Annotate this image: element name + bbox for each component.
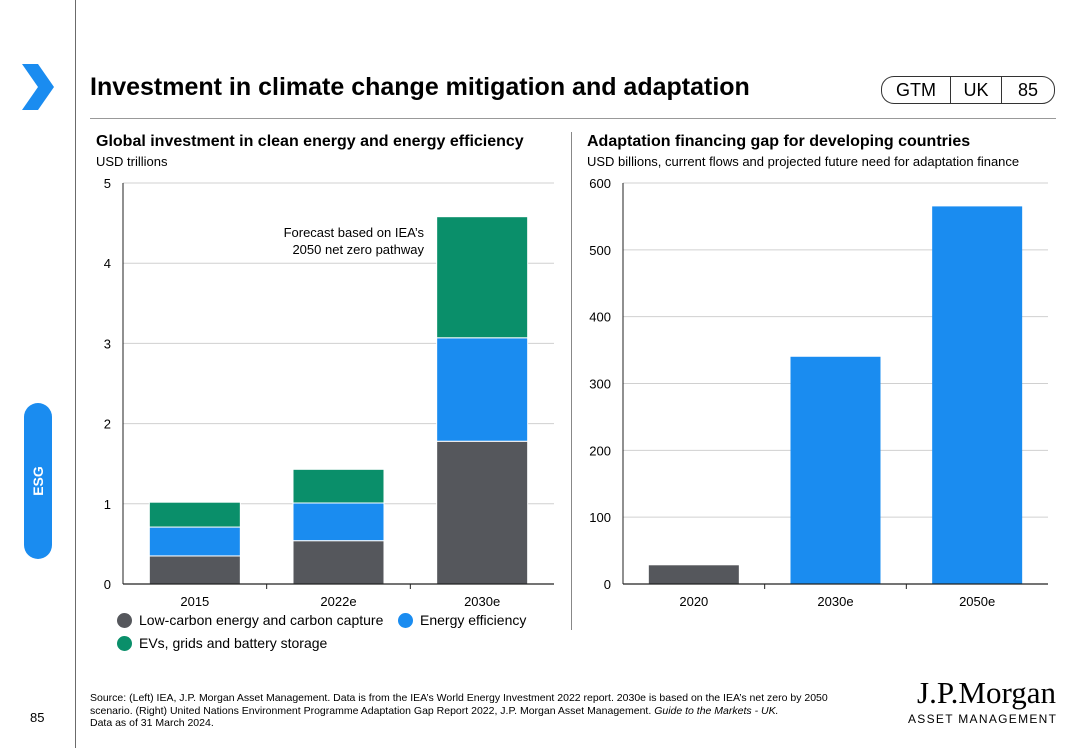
left-chart-subtitle: USD trillions	[96, 154, 168, 169]
page-title: Investment in climate change mitigation …	[90, 73, 750, 101]
header-rule	[90, 118, 1056, 119]
legend-swatch-low-carbon	[117, 612, 132, 628]
legend-item-low-carbon: Low-carbon energy and carbon capture	[117, 612, 383, 628]
left-bar-segment	[436, 216, 529, 339]
right-y-tick-label: 500	[589, 243, 611, 258]
left-y-tick-label: 3	[104, 336, 111, 351]
right-chart-subtitle: USD billions, current flows and projecte…	[587, 154, 1020, 169]
source-line-1: Source: (Left) IEA, J.P. Morgan Asset Ma…	[90, 692, 828, 704]
badge-page: 85	[1001, 77, 1054, 103]
legend-label-energy-efficiency: Energy efficiency	[420, 612, 527, 628]
source-note: Source: (Left) IEA, J.P. Morgan Asset Ma…	[90, 692, 890, 730]
legend-item-evs: EVs, grids and battery storage	[117, 635, 327, 651]
source-line-2-italic: Guide to the Markets - UK.	[654, 704, 779, 717]
right-y-tick-label: 600	[589, 176, 611, 191]
left-y-tick-label: 4	[104, 256, 111, 271]
right-chart-title: Adaptation financing gap for developing …	[587, 133, 971, 150]
left-y-tick-label: 0	[104, 577, 111, 592]
source-line-2-text: scenario. (Right) United Nations Environ…	[90, 704, 655, 717]
right-bar	[648, 565, 739, 584]
left-y-tick-label: 1	[104, 497, 111, 512]
left-bar-segment	[292, 540, 385, 585]
source-line-2: scenario. (Right) United Nations Environ…	[90, 705, 890, 718]
page-number: 85	[30, 710, 45, 725]
left-x-tick-label: 2030e	[464, 594, 500, 609]
left-bar-segment	[148, 555, 241, 585]
right-x-tick-label: 2020	[679, 594, 708, 609]
left-x-tick-label: 2015	[180, 594, 209, 609]
source-line-3: Data as of 31 March 2024.	[90, 717, 214, 729]
section-tab-esg[interactable]: ESG	[24, 403, 52, 559]
badge-region: UK	[950, 77, 1001, 103]
right-y-tick-label: 400	[589, 310, 611, 325]
left-bar-segment	[292, 502, 385, 542]
legend-label-low-carbon: Low-carbon energy and carbon capture	[139, 612, 384, 628]
logo-subline: ASSET MANAGEMENT	[908, 712, 1058, 726]
legend-swatch-evs	[117, 635, 132, 651]
forecast-annotation-line2: 2050 net zero pathway	[292, 242, 424, 257]
legend-label-evs: EVs, grids and battery storage	[139, 635, 328, 651]
gtm-badge: GTM UK 85	[881, 76, 1055, 104]
right-y-tick-label: 200	[589, 443, 611, 458]
right-y-tick-label: 0	[604, 577, 611, 592]
chart-divider	[571, 132, 572, 630]
jpmorgan-logo: J.P.Morgan ASSET MANAGEMENT	[908, 675, 1058, 727]
sidebar-divider	[75, 0, 76, 748]
forecast-annotation-line1: Forecast based on IEA’s	[284, 225, 425, 240]
left-chart-title: Global investment in clean energy and en…	[96, 133, 524, 150]
left-bar-segment	[148, 526, 241, 557]
left-y-tick-label: 5	[104, 176, 111, 191]
left-x-tick-label: 2022e	[320, 594, 356, 609]
right-y-tick-label: 100	[589, 510, 611, 525]
badge-gtm: GTM	[896, 79, 936, 100]
right-bar	[790, 356, 881, 584]
left-y-tick-label: 2	[104, 417, 111, 432]
right-x-tick-label: 2050e	[959, 594, 995, 609]
legend-swatch-energy-efficiency	[398, 612, 413, 628]
right-x-tick-label: 2030e	[817, 594, 853, 609]
right-y-tick-label: 300	[589, 377, 611, 392]
left-bar-segment	[292, 468, 385, 504]
legend-item-energy-efficiency: Energy efficiency	[398, 612, 526, 628]
chevron-right-icon	[22, 64, 54, 110]
left-bar-segment	[148, 501, 241, 528]
left-bar-segment	[436, 337, 529, 442]
right-bar	[932, 206, 1023, 584]
left-bar-segment	[436, 440, 529, 585]
logo-wordmark: J.P.Morgan	[917, 675, 1056, 710]
